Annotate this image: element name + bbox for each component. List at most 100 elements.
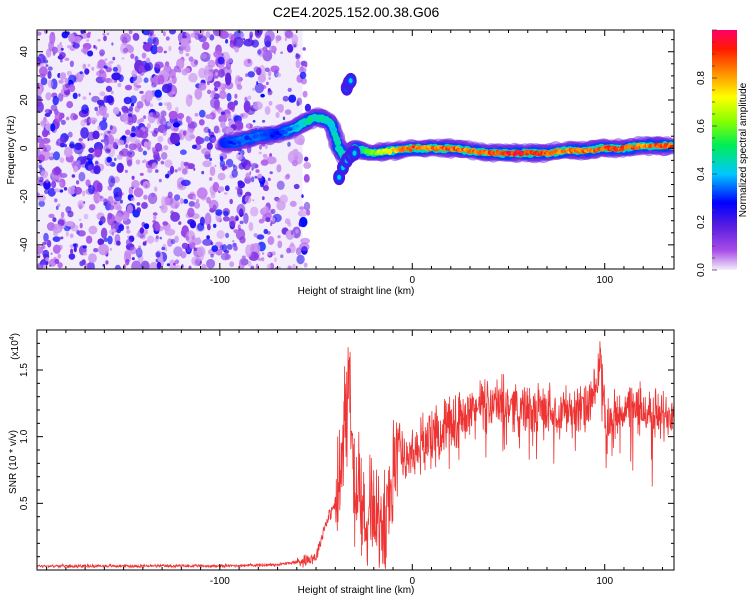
noise-blob [112, 56, 116, 61]
noise-blob [298, 67, 307, 74]
noise-blob [150, 130, 154, 134]
noise-blob [234, 45, 240, 53]
noise-blob [286, 247, 292, 254]
noise-blob [41, 129, 49, 138]
noise-blob [222, 216, 230, 222]
noise-blob [124, 249, 132, 259]
y-tick-label: -20 [19, 189, 30, 204]
noise-blob [142, 160, 145, 164]
noise-blob [180, 38, 189, 47]
noise-blob [141, 52, 147, 59]
noise-blob [169, 132, 180, 145]
noise-blob [157, 74, 165, 85]
noise-blob [190, 32, 196, 38]
x-tick-label: 100 [596, 576, 613, 587]
noise-blob [52, 244, 61, 254]
noise-blob [66, 101, 74, 109]
noise-blob [47, 79, 54, 88]
noise-blob [163, 65, 167, 68]
noise-blob [206, 80, 210, 86]
noise-blob [244, 195, 252, 204]
noise-blob [280, 51, 283, 54]
noise-blob [86, 39, 90, 42]
spectrogram-frame [36, 29, 675, 270]
noise-blob [103, 65, 108, 69]
colorbar-gradient [712, 30, 737, 270]
noise-blob [153, 127, 159, 134]
noise-blob [60, 90, 65, 95]
noise-blob [209, 157, 213, 161]
noise-blob [269, 91, 272, 94]
noise-blob [211, 137, 217, 143]
noise-blob [217, 56, 225, 65]
noise-blob [73, 143, 84, 155]
noise-blob [247, 58, 251, 64]
noise-blob [124, 119, 129, 125]
noise-blob [163, 145, 169, 151]
noise-blob [93, 44, 96, 49]
noise-blob [264, 106, 271, 115]
noise-blob [156, 261, 162, 269]
noise-blob [130, 103, 135, 107]
noise-blob [186, 116, 193, 124]
noise-blob [50, 123, 56, 132]
noise-blob [179, 198, 184, 205]
noise-blob [296, 97, 302, 106]
noise-blob [126, 225, 130, 230]
noise-blob [143, 41, 147, 45]
noise-blob [201, 41, 210, 50]
noise-blob [66, 116, 70, 121]
noise-blob [211, 245, 218, 253]
noise-blob [151, 85, 154, 88]
noise-blob [169, 30, 176, 35]
noise-blob [154, 89, 162, 98]
noise-blob [303, 201, 311, 211]
noise-blob [150, 32, 153, 37]
noise-blob [180, 59, 184, 64]
noise-blob [128, 186, 133, 195]
noise-blob [277, 266, 281, 269]
noise-blob [273, 51, 276, 55]
noise-blob [125, 258, 130, 266]
noise-blob [44, 108, 52, 114]
noise-blob [154, 142, 163, 152]
noise-blob [79, 222, 83, 229]
noise-blob [146, 122, 151, 129]
noise-blob [293, 183, 300, 190]
noise-blob [129, 151, 133, 155]
noise-blob [240, 32, 245, 40]
noise-blob [165, 36, 170, 41]
noise-blob [94, 106, 98, 112]
noise-blob [173, 246, 183, 257]
noise-blob [232, 240, 235, 243]
noise-blob [147, 168, 153, 174]
noise-blob [167, 82, 173, 89]
spectrogram-y-ticks: -40 -20 0 20 40 [19, 39, 674, 270]
noise-blob [65, 206, 72, 214]
colorbar: 0.0 0.2 0.4 0.6 0.8 Normalized spectral ampl… [696, 29, 749, 277]
noise-blob [107, 130, 111, 134]
noise-blob [112, 228, 116, 233]
noise-blob [224, 185, 230, 192]
noise-blob [59, 41, 62, 46]
noise-blob [130, 197, 135, 202]
noise-blob [182, 130, 187, 136]
noise-blob [274, 197, 281, 203]
noise-blob [143, 115, 147, 119]
noise-blob [57, 262, 63, 269]
noise-blob [197, 236, 201, 240]
noise-blob [63, 187, 68, 191]
noise-blob [37, 96, 42, 100]
noise-blob [145, 184, 148, 188]
noise-blob [266, 81, 269, 86]
noise-blob [224, 68, 232, 75]
noise-blob [60, 173, 68, 178]
ridge-blob [299, 122, 304, 128]
ridge-blob [334, 139, 342, 147]
noise-blob [126, 229, 131, 234]
noise-blob [105, 85, 113, 92]
noise-blob [71, 174, 76, 178]
noise-blob [295, 53, 301, 60]
noise-blob [267, 88, 271, 92]
noise-blob [71, 160, 76, 167]
